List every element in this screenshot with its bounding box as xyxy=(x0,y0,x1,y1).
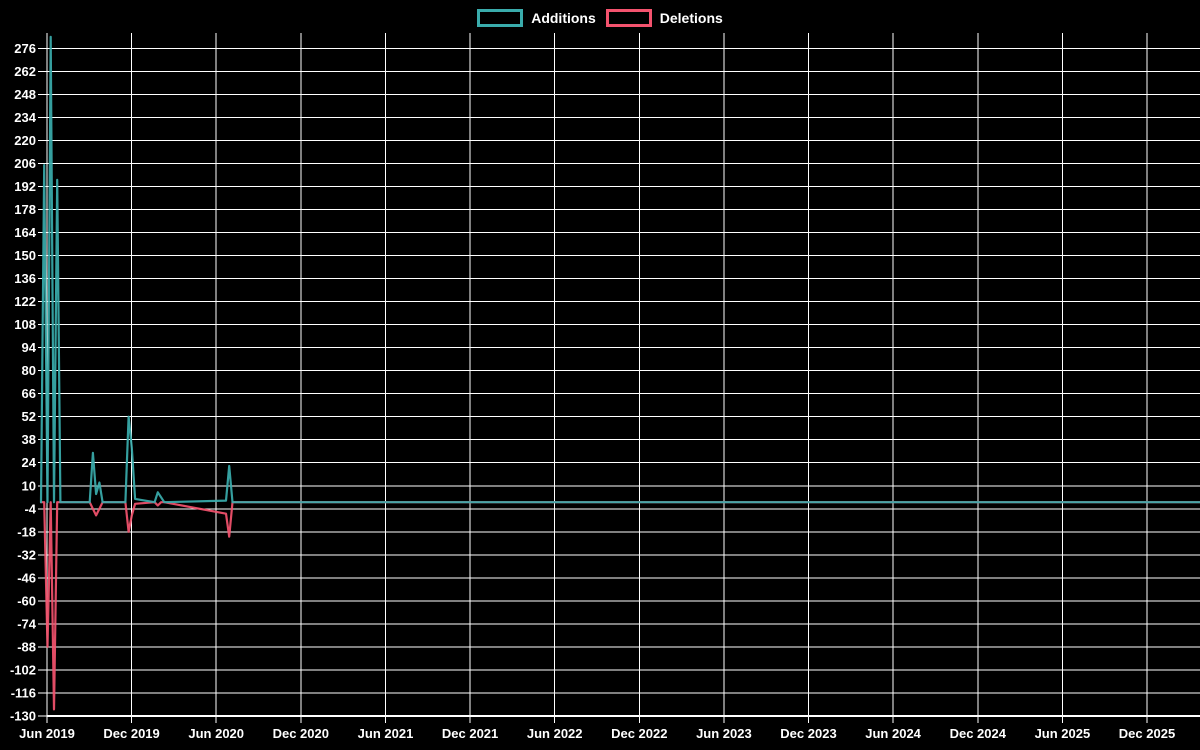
y-tick-label: -88 xyxy=(17,639,36,654)
x-tick-label: Dec 2023 xyxy=(780,726,836,741)
y-tick-label: 136 xyxy=(14,271,36,286)
y-tick-label: -116 xyxy=(11,686,36,701)
legend-item-deletions[interactable]: Deletions xyxy=(605,9,723,27)
y-tick-label: -4 xyxy=(24,501,36,516)
y-tick-label: -102 xyxy=(10,663,36,678)
y-tick-label: -32 xyxy=(17,547,36,562)
y-tick-label: 234 xyxy=(14,110,36,125)
x-tick-label: Dec 2022 xyxy=(611,726,667,741)
additions-swatch xyxy=(477,9,524,27)
x-tick-label: Jun 2025 xyxy=(1035,726,1091,741)
additions-legend-label: Additions xyxy=(531,10,596,26)
y-tick-label: -130 xyxy=(10,709,36,724)
y-tick-label: 150 xyxy=(14,248,36,263)
deletions-legend-label: Deletions xyxy=(659,10,723,26)
y-tick-label: 276 xyxy=(14,41,36,56)
x-tick-label: Jun 2021 xyxy=(358,726,414,741)
y-tick-label: 178 xyxy=(14,202,36,217)
y-tick-label: 24 xyxy=(22,455,37,470)
x-tick-label: Jun 2023 xyxy=(696,726,752,741)
y-tick-label: 94 xyxy=(22,340,37,355)
y-tick-label: 52 xyxy=(22,409,36,424)
x-tick-label: Jun 2022 xyxy=(527,726,583,741)
y-tick-label: -60 xyxy=(17,593,36,608)
x-tick-label: Dec 2024 xyxy=(950,726,1007,741)
legend-item-additions[interactable]: Additions xyxy=(477,9,596,27)
chart-legend: Additions Deletions xyxy=(0,8,1200,28)
y-tick-label: 80 xyxy=(22,363,36,378)
y-tick-label: 122 xyxy=(14,294,36,309)
y-tick-label: 38 xyxy=(22,432,36,447)
y-tick-label: -74 xyxy=(17,616,37,631)
y-tick-label: -46 xyxy=(17,570,36,585)
y-tick-label: 66 xyxy=(22,386,36,401)
deletions-swatch xyxy=(605,9,652,27)
y-tick-label: 262 xyxy=(14,64,36,79)
deletions-line xyxy=(39,501,1200,711)
y-tick-label: 206 xyxy=(14,156,36,171)
y-tick-label: 108 xyxy=(14,317,36,332)
additions-line xyxy=(39,35,1200,504)
y-tick-label: 192 xyxy=(14,179,36,194)
x-tick-label: Dec 2020 xyxy=(273,726,329,741)
x-tick-label: Dec 2019 xyxy=(103,726,159,741)
x-tick-label: Jun 2024 xyxy=(865,726,921,741)
x-tick-label: Dec 2025 xyxy=(1119,726,1175,741)
y-tick-label: -18 xyxy=(17,524,36,539)
y-tick-label: 220 xyxy=(14,133,36,148)
y-tick-label: 10 xyxy=(22,478,36,493)
x-tick-label: Jun 2019 xyxy=(19,726,75,741)
x-tick-label: Jun 2020 xyxy=(188,726,244,741)
x-tick-label: Dec 2021 xyxy=(442,726,498,741)
y-tick-label: 164 xyxy=(14,225,36,240)
y-tick-label: 248 xyxy=(14,87,36,102)
